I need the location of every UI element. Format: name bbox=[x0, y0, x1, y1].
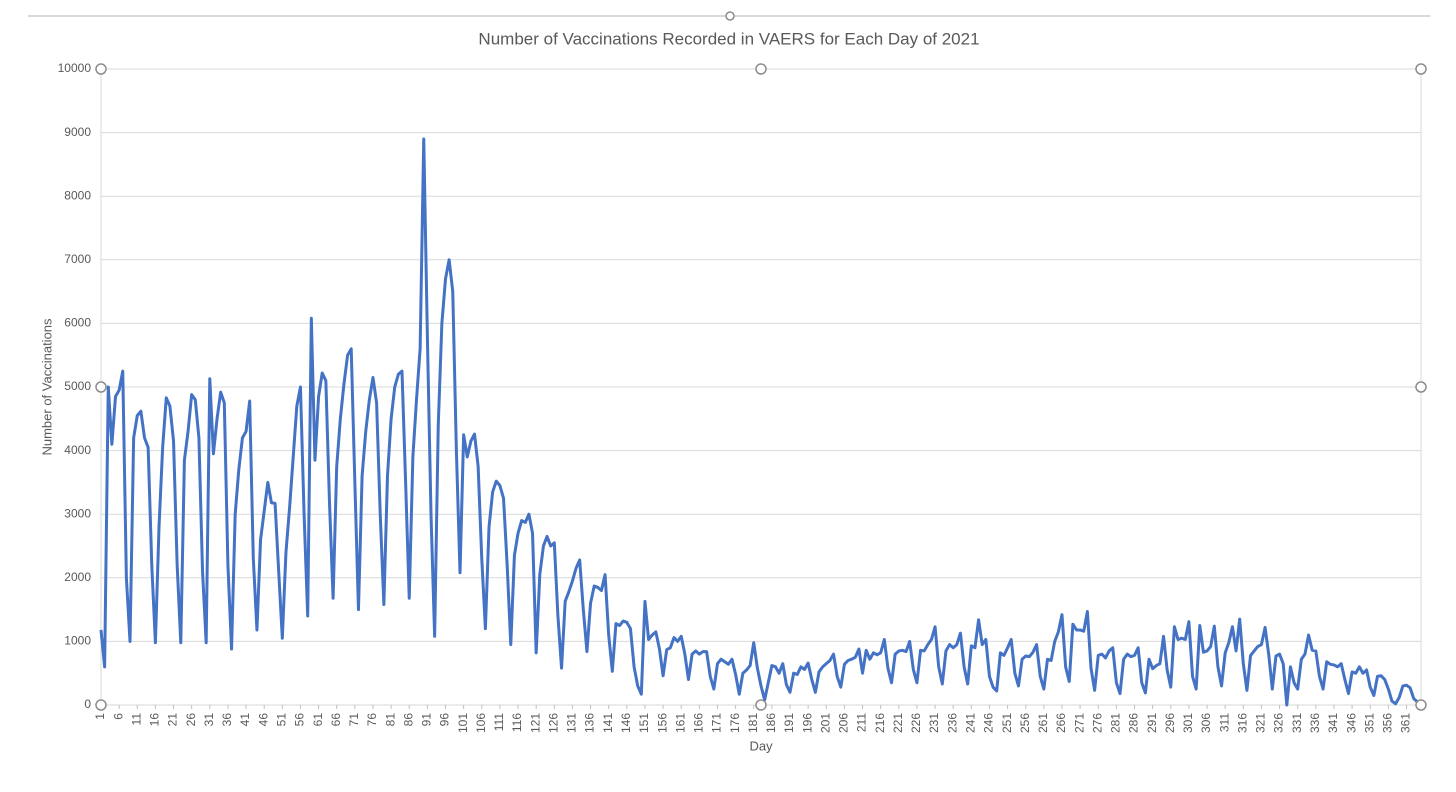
x-tick-label: 191 bbox=[782, 713, 796, 733]
x-tick-label: 131 bbox=[565, 713, 579, 733]
y-tick-label: 0 bbox=[84, 697, 91, 711]
x-tick-label: 166 bbox=[692, 713, 706, 733]
x-tick-label: 196 bbox=[800, 713, 814, 733]
x-tick-label: 46 bbox=[256, 713, 270, 727]
x-tick-label: 336 bbox=[1308, 713, 1322, 733]
x-tick-label: 271 bbox=[1072, 713, 1086, 733]
chart-title: Number of Vaccinations Recorded in VAERS… bbox=[478, 29, 979, 48]
y-tick-label: 3000 bbox=[64, 506, 91, 520]
x-tick-label: 36 bbox=[220, 713, 234, 727]
x-tick-label: 66 bbox=[329, 713, 343, 727]
x-tick-label: 296 bbox=[1163, 713, 1177, 733]
x-tick-label: 126 bbox=[546, 713, 560, 733]
x-tick-label: 201 bbox=[818, 713, 832, 733]
x-tick-label: 26 bbox=[184, 713, 198, 727]
x-tick-label: 356 bbox=[1381, 713, 1395, 733]
selection-handle bbox=[95, 63, 107, 75]
x-tick-label: 91 bbox=[420, 713, 434, 727]
x-tick-label: 21 bbox=[166, 713, 180, 727]
x-tick-label: 11 bbox=[129, 713, 143, 726]
x-tick-label: 346 bbox=[1344, 713, 1358, 733]
selection-handle bbox=[725, 11, 735, 21]
x-tick-label: 56 bbox=[293, 713, 307, 727]
y-tick-label: 4000 bbox=[64, 443, 91, 457]
y-tick-label: 6000 bbox=[64, 316, 91, 330]
y-tick-label: 1000 bbox=[64, 634, 91, 648]
y-tick-label: 8000 bbox=[64, 188, 91, 202]
y-tick-label: 9000 bbox=[64, 125, 91, 139]
x-tick-label: 351 bbox=[1362, 713, 1376, 733]
x-tick-label: 266 bbox=[1054, 713, 1068, 733]
x-tick-label: 156 bbox=[655, 713, 669, 733]
x-tick-label: 316 bbox=[1235, 713, 1249, 733]
selection-handle bbox=[755, 699, 767, 711]
x-tick-label: 171 bbox=[710, 713, 724, 733]
selection-handle bbox=[1415, 699, 1427, 711]
x-tick-label: 121 bbox=[528, 713, 542, 733]
x-tick-label: 311 bbox=[1217, 713, 1231, 732]
x-tick-label: 326 bbox=[1272, 713, 1286, 733]
x-tick-label: 216 bbox=[873, 713, 887, 733]
selection-handles bbox=[95, 63, 1427, 711]
x-tick-label: 31 bbox=[202, 713, 216, 727]
x-tick-label: 106 bbox=[474, 713, 488, 733]
x-tick-label: 226 bbox=[909, 713, 923, 733]
x-tick-label: 256 bbox=[1018, 713, 1032, 733]
x-tick-label: 111 bbox=[492, 713, 506, 732]
x-tick-label: 1 bbox=[93, 713, 107, 720]
selection-handle bbox=[95, 699, 107, 711]
x-tick-label: 81 bbox=[383, 713, 397, 727]
selection-handle bbox=[1415, 381, 1427, 393]
x-tick-label: 151 bbox=[637, 713, 651, 733]
x-tick-label: 231 bbox=[927, 713, 941, 733]
data-line bbox=[99, 137, 1422, 707]
x-tick-label: 291 bbox=[1145, 713, 1159, 733]
selection-handle bbox=[1415, 63, 1427, 75]
x-tick-label: 246 bbox=[982, 713, 996, 733]
x-tick-label: 146 bbox=[619, 713, 633, 733]
x-tick-label: 261 bbox=[1036, 713, 1050, 733]
x-tick-label: 41 bbox=[238, 713, 252, 727]
x-tick-label: 241 bbox=[964, 713, 978, 733]
x-axis-label: Day bbox=[749, 738, 773, 753]
x-tick-label: 61 bbox=[311, 713, 325, 727]
x-tick-label: 161 bbox=[673, 713, 687, 733]
x-tick-label: 116 bbox=[510, 713, 524, 732]
x-tick-label: 236 bbox=[945, 713, 959, 733]
x-tick-label: 51 bbox=[274, 713, 288, 727]
x-tick-label: 136 bbox=[583, 713, 597, 733]
x-tick-label: 71 bbox=[347, 713, 361, 727]
y-tick-label: 5000 bbox=[64, 379, 91, 393]
selection-handle bbox=[95, 381, 107, 393]
x-tick-label: 331 bbox=[1290, 713, 1304, 733]
selection-handle bbox=[755, 63, 767, 75]
x-tick-label: 286 bbox=[1127, 713, 1141, 733]
x-tick-label: 76 bbox=[365, 713, 379, 727]
x-tick-label: 321 bbox=[1254, 713, 1268, 733]
x-tick-label: 211 bbox=[855, 713, 869, 732]
x-tick-label: 361 bbox=[1399, 713, 1413, 733]
x-tick-label: 206 bbox=[837, 713, 851, 733]
y-tick-label: 7000 bbox=[64, 252, 91, 266]
y-tick-label: 10000 bbox=[58, 61, 92, 75]
x-tick-label: 221 bbox=[891, 713, 905, 733]
x-tick-label: 86 bbox=[401, 713, 415, 727]
x-tick-label: 341 bbox=[1326, 713, 1340, 733]
x-tick-label: 276 bbox=[1090, 713, 1104, 733]
x-tick-label: 96 bbox=[438, 713, 452, 727]
x-tick-label: 6 bbox=[111, 713, 125, 720]
x-tick-label: 181 bbox=[746, 713, 760, 733]
x-tick-label: 301 bbox=[1181, 713, 1195, 733]
y-tick-label: 2000 bbox=[64, 570, 91, 584]
x-tick-label: 306 bbox=[1199, 713, 1213, 733]
x-tick-label: 281 bbox=[1109, 713, 1123, 733]
x-tick-label: 101 bbox=[456, 713, 470, 733]
x-tick-label: 176 bbox=[728, 713, 742, 733]
x-tick-label: 251 bbox=[1000, 713, 1014, 733]
x-tick-label: 141 bbox=[601, 713, 615, 733]
x-tick-label: 186 bbox=[764, 713, 778, 733]
y-axis-label: Number of Vaccinations bbox=[39, 318, 54, 456]
x-tick-label: 16 bbox=[148, 713, 162, 727]
